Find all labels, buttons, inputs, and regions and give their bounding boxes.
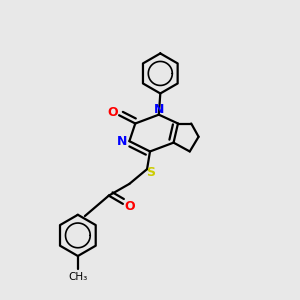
Text: O: O (124, 200, 135, 213)
Text: O: O (107, 106, 118, 119)
Text: CH₃: CH₃ (68, 272, 88, 282)
Text: N: N (116, 135, 127, 148)
Text: S: S (146, 167, 155, 179)
Text: N: N (154, 103, 164, 116)
